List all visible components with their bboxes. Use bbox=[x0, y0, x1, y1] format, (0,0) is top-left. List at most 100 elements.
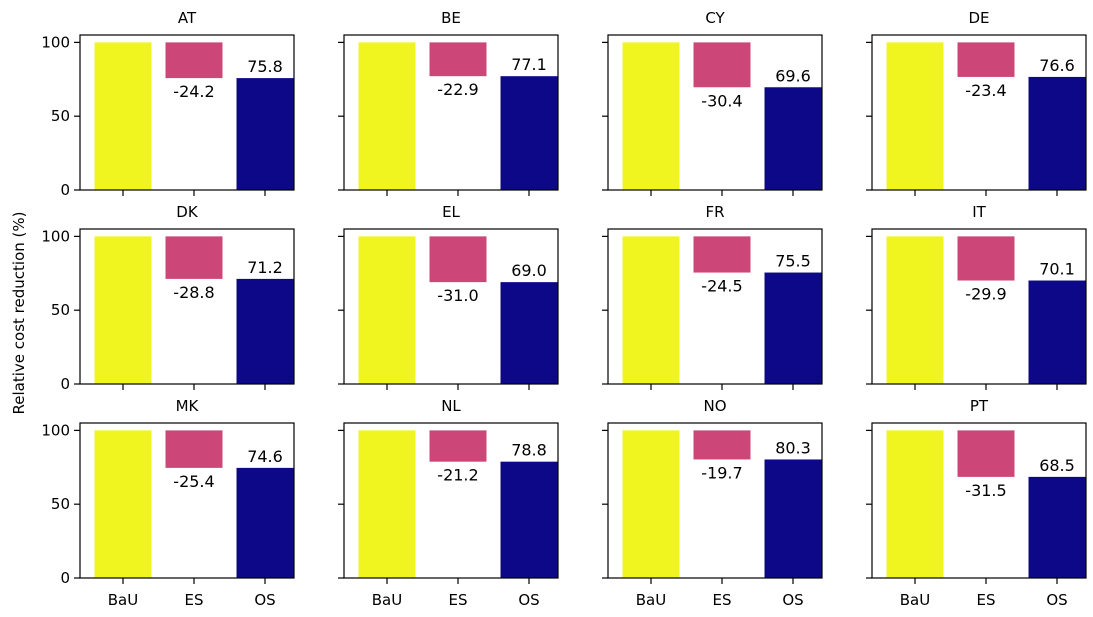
es-value-label: -23.4 bbox=[965, 81, 1006, 100]
panel-frame bbox=[607, 228, 823, 385]
panel-dk: DK -28.8 71.2 0 50 100 bbox=[41, 203, 295, 393]
bar-bau bbox=[358, 42, 416, 190]
bar-os bbox=[236, 78, 294, 190]
bar-os bbox=[500, 461, 558, 578]
es-value-label: -21.2 bbox=[437, 466, 478, 485]
x-tick-label-es: ES bbox=[977, 591, 996, 609]
bar-es bbox=[165, 42, 223, 79]
es-value-label: -31.0 bbox=[437, 286, 478, 305]
panel-fr: FR -24.5 75.5 bbox=[602, 203, 823, 390]
bar-os bbox=[236, 467, 294, 578]
x-tick-label-es: ES bbox=[713, 591, 732, 609]
bar-es bbox=[429, 430, 487, 462]
y-tick-label: 100 bbox=[41, 421, 70, 439]
y-axis-label: Relative cost reduction (%) bbox=[10, 212, 28, 415]
bar-os bbox=[1028, 280, 1086, 384]
bar-bau bbox=[622, 42, 680, 190]
es-value-label: -28.8 bbox=[173, 283, 214, 302]
x-tick-label-os: OS bbox=[518, 591, 539, 609]
bar-es bbox=[429, 236, 487, 283]
os-value-label: 70.1 bbox=[1039, 260, 1075, 279]
panel-it: IT -29.9 70.1 bbox=[866, 203, 1087, 390]
panel-title: IT bbox=[972, 203, 986, 221]
bar-bau bbox=[886, 430, 944, 578]
panel-frame bbox=[79, 422, 295, 579]
panel-title: DK bbox=[176, 203, 199, 221]
panel-frame bbox=[607, 34, 823, 191]
bar-os bbox=[1028, 476, 1086, 578]
panel-no: NO -19.7 80.3 BaU ES OS bbox=[602, 397, 823, 609]
bar-os bbox=[764, 459, 822, 578]
os-value-label: 76.6 bbox=[1039, 56, 1075, 75]
y-tick-label: 0 bbox=[60, 375, 70, 393]
panel-at: AT -24.2 75.8 0 50 100 bbox=[41, 9, 295, 199]
panel-title: CY bbox=[705, 9, 725, 27]
es-value-label: -24.2 bbox=[173, 82, 214, 101]
bar-es bbox=[693, 430, 751, 460]
x-tick-label-es: ES bbox=[185, 591, 204, 609]
panel-title: EL bbox=[442, 203, 460, 221]
panel-title: BE bbox=[441, 9, 461, 27]
x-tick-label-bau: BaU bbox=[900, 591, 930, 609]
bar-bau bbox=[358, 236, 416, 384]
x-tick-label-es: ES bbox=[449, 591, 468, 609]
panel-pt: PT -31.5 68.5 BaU ES OS bbox=[866, 397, 1087, 609]
es-value-label: -19.7 bbox=[701, 463, 742, 482]
panel-frame bbox=[871, 228, 1087, 385]
x-tick-label-bau: BaU bbox=[372, 591, 402, 609]
panels: AT -24.2 75.8 0 50 100 BE -22.9 77.1 CY -30.4 69.6 D… bbox=[41, 9, 1087, 609]
bar-es bbox=[165, 236, 223, 279]
bar-os bbox=[500, 76, 558, 190]
panel-be: BE -22.9 77.1 bbox=[338, 9, 559, 196]
panel-title: NL bbox=[441, 397, 461, 415]
y-tick-label: 0 bbox=[60, 569, 70, 587]
panel-title: PT bbox=[970, 397, 989, 415]
os-value-label: 69.0 bbox=[511, 261, 547, 280]
panel-frame bbox=[607, 422, 823, 579]
y-tick-label: 0 bbox=[60, 181, 70, 199]
panel-frame bbox=[343, 228, 559, 385]
bar-bau bbox=[886, 42, 944, 190]
os-value-label: 75.8 bbox=[247, 57, 283, 76]
panel-title: NO bbox=[703, 397, 726, 415]
os-value-label: 74.6 bbox=[247, 447, 283, 466]
panel-frame bbox=[343, 34, 559, 191]
panel-title: FR bbox=[705, 203, 724, 221]
x-tick-label-os: OS bbox=[782, 591, 803, 609]
panel-nl: NL -21.2 78.8 BaU ES OS bbox=[338, 397, 559, 609]
y-tick-label: 50 bbox=[51, 301, 70, 319]
x-tick-label-os: OS bbox=[254, 591, 275, 609]
os-value-label: 69.6 bbox=[775, 66, 811, 85]
bar-os bbox=[236, 278, 294, 384]
panel-frame bbox=[79, 228, 295, 385]
bar-es bbox=[957, 236, 1015, 281]
es-value-label: -25.4 bbox=[173, 472, 214, 491]
bar-es bbox=[957, 430, 1015, 477]
y-tick-label: 100 bbox=[41, 227, 70, 245]
bar-os bbox=[500, 282, 558, 384]
bar-os bbox=[764, 272, 822, 384]
panel-mk: MK -25.4 74.6 0 50 100 BaU ES OS bbox=[41, 397, 295, 609]
bar-bau bbox=[622, 236, 680, 384]
bar-bau bbox=[886, 236, 944, 384]
bar-es bbox=[693, 236, 751, 273]
bar-es bbox=[693, 42, 751, 88]
os-value-label: 71.2 bbox=[247, 258, 283, 277]
bar-bau bbox=[94, 42, 152, 190]
x-tick-label-os: OS bbox=[1046, 591, 1067, 609]
bar-bau bbox=[94, 236, 152, 384]
bar-es bbox=[957, 42, 1015, 77]
bar-bau bbox=[94, 430, 152, 578]
panel-de: DE -23.4 76.6 bbox=[866, 9, 1087, 196]
bar-bau bbox=[622, 430, 680, 578]
os-value-label: 75.5 bbox=[775, 252, 811, 271]
panel-frame bbox=[79, 34, 295, 191]
os-value-label: 80.3 bbox=[775, 438, 811, 457]
panel-title: MK bbox=[176, 397, 200, 415]
bar-bau bbox=[358, 430, 416, 578]
panel-cy: CY -30.4 69.6 bbox=[602, 9, 823, 196]
y-tick-label: 100 bbox=[41, 33, 70, 51]
panel-frame bbox=[343, 422, 559, 579]
es-value-label: -24.5 bbox=[701, 277, 742, 296]
